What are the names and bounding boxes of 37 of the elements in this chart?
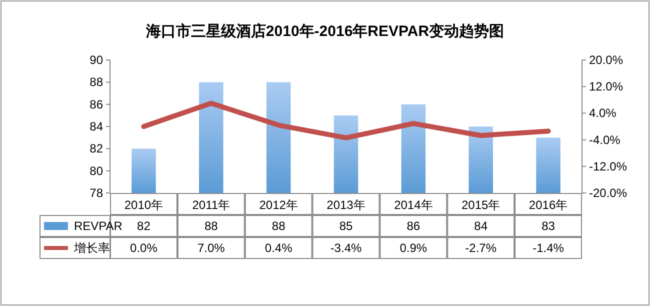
data-label: -3.4% bbox=[330, 241, 362, 255]
data-label: -1.4% bbox=[532, 241, 564, 255]
y-tick-label: 82 bbox=[90, 142, 104, 156]
x-tick-label: 2012年 bbox=[259, 198, 298, 212]
y-tick-label: 88 bbox=[90, 75, 104, 90]
data-label: 0.4% bbox=[264, 241, 293, 255]
legend-label: 增长率 bbox=[73, 241, 110, 255]
y-tick-label: 78 bbox=[90, 186, 104, 200]
y-tick-label: 86 bbox=[90, 97, 104, 112]
y2-tick-label: 4.0% bbox=[589, 106, 617, 120]
y2-tick-label: -12.0% bbox=[589, 159, 628, 174]
data-label: 82 bbox=[137, 219, 151, 233]
x-tick-label: 2016年 bbox=[528, 198, 568, 212]
x-tick-label: 2010年 bbox=[124, 198, 164, 212]
data-label: -2.7% bbox=[465, 241, 497, 255]
data-label: 7.0% bbox=[197, 241, 226, 255]
chart-title: 海口市三星级酒店2010年-2016年REVPAR变动趋势图 bbox=[144, 22, 504, 40]
x-tick-label: 2013年 bbox=[326, 198, 366, 212]
y-tick-label: 90 bbox=[90, 53, 104, 67]
y-tick-label: 80 bbox=[90, 164, 104, 178]
y2-tick-label: 12.0% bbox=[589, 80, 624, 94]
y2-tick-label: -20.0% bbox=[589, 186, 628, 200]
data-label: 88 bbox=[272, 219, 286, 233]
y2-tick-label: -4.0% bbox=[589, 132, 621, 147]
data-label: 0.9% bbox=[400, 241, 428, 255]
legend-label: REVPAR bbox=[74, 219, 123, 233]
data-label: 83 bbox=[542, 219, 556, 233]
data-label: 88 bbox=[204, 219, 218, 233]
y2-tick-label: 20.0% bbox=[589, 53, 624, 67]
data-label: 84 bbox=[474, 219, 488, 233]
x-tick-label: 2014年 bbox=[394, 198, 433, 212]
x-tick-label: 2015年 bbox=[462, 198, 500, 212]
data-label: 86 bbox=[406, 219, 420, 233]
data-label: 0.0% bbox=[130, 241, 158, 255]
x-tick-label: 2011年 bbox=[192, 198, 230, 212]
y-tick-label: 84 bbox=[90, 120, 104, 134]
data-label: 85 bbox=[339, 219, 353, 233]
